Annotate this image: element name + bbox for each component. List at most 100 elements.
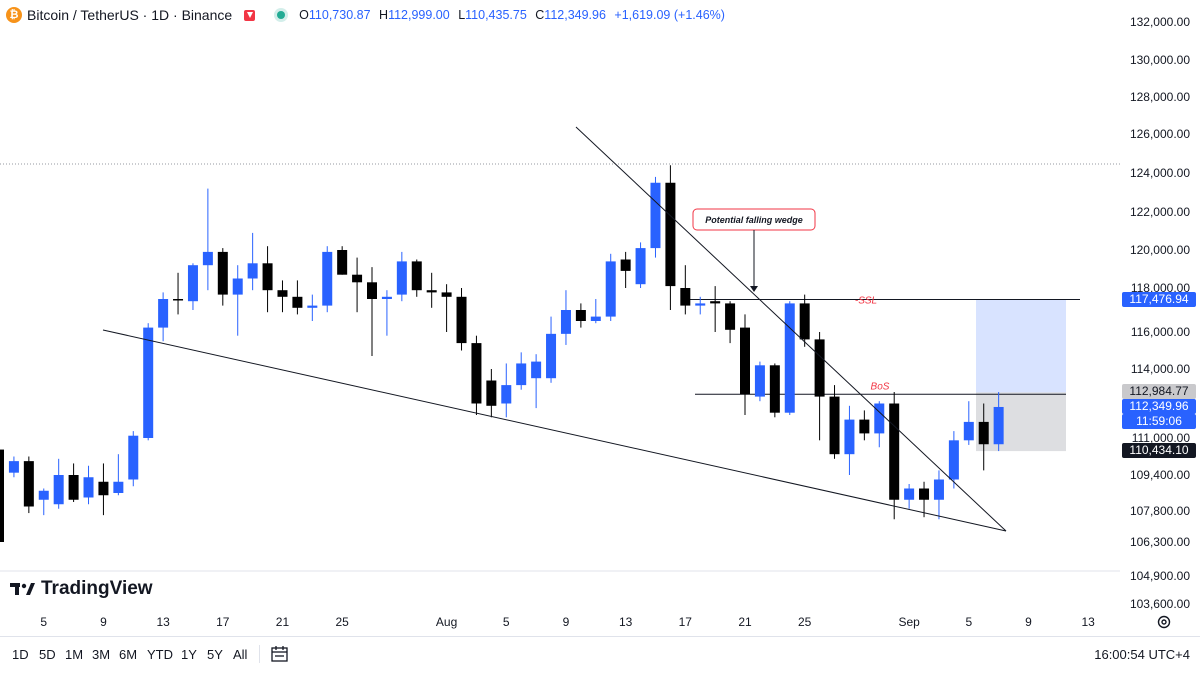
x-tick-label: 9 [1025,615,1032,629]
candle-body [859,419,870,434]
x-tick-label: 21 [276,615,290,629]
price-tag: 11:59:06 [1122,414,1196,430]
close-label: C [535,8,545,22]
candle-body [247,263,258,279]
tradingview-logo-icon [10,583,35,595]
candle-body [381,296,392,299]
candle-body [560,310,571,334]
candle-body [128,435,139,480]
date-range-icon[interactable] [270,645,290,663]
timeframe-5d[interactable]: 5D [39,647,56,662]
candle-body [650,182,661,249]
candle-body [98,481,109,496]
high-value: 112,999.00 [388,8,450,22]
flag-icon[interactable] [244,9,256,21]
timeframe-all[interactable]: All [233,647,248,662]
candle-body [292,296,303,308]
candle-body [590,316,601,321]
candle-body [635,248,646,285]
y-tick-label: 120,000.00 [1130,243,1190,257]
candle-body [158,299,169,328]
timeframe-5y[interactable]: 5Y [207,647,223,662]
wedge-upper-line [575,126,1007,532]
symbol-title[interactable]: Bitcoin / TetherUS · 1D · Binance [27,7,233,23]
price-tag: 112,349.96 [1122,399,1196,415]
candle-body [844,419,855,455]
candle-body [680,288,691,306]
x-tick-label: 9 [100,615,107,629]
y-tick-label: 109,400.00 [1130,468,1190,482]
candle-body [740,327,750,395]
x-tick-label: Aug [436,615,457,629]
candle-body [754,365,765,397]
timeframe-ytd[interactable]: YTD [147,647,173,662]
candle-body [829,396,840,455]
price-tag: 117,476.94 [1122,291,1196,307]
candle-body [367,282,377,299]
x-tick-label: 5 [965,615,972,629]
candle-body [516,363,527,386]
candle-body [933,479,944,500]
candle-body [337,250,348,275]
open-value: 110,730.87 [308,8,371,22]
open-label: O [299,8,309,22]
y-tick-label: 126,000.00 [1130,127,1190,141]
y-tick-label: 104,900.00 [1130,569,1190,583]
wedge-lower-line [102,329,1007,532]
candle-body [784,303,795,413]
x-tick-label: 13 [619,615,633,629]
candle-body [411,261,422,291]
candle-body [665,182,676,287]
target-zone [976,299,1066,393]
x-tick-label: 25 [798,615,812,629]
candle-body [0,449,4,542]
candle-body [695,303,706,306]
x-tick-label: 13 [156,615,170,629]
ohlc-values: O110,730.87 H112,999.00 L110,435.75 C112… [299,8,730,22]
y-tick-label: 111,000.00 [1132,431,1191,445]
candle-body [710,301,721,304]
x-tick-label: 21 [738,615,752,629]
candle-body [396,261,407,295]
timeframe-1d[interactable]: 1D [12,647,29,662]
clock[interactable]: 16:00:54 UTC+4 [1094,647,1190,662]
timeframe-1m[interactable]: 1M [65,647,84,662]
brand-name: TradingView [41,578,153,599]
x-tick-label: 5 [40,615,47,629]
candle-body [993,406,1004,445]
chart-canvas[interactable]: 132,000.00 130,000.00 128,000.00 126,000.00… [0,0,1200,636]
settings-gear-icon[interactable] [1156,614,1172,630]
y-tick-label: 130,000.00 [1130,53,1190,67]
high-label: H [379,8,389,22]
candle-body [471,343,482,404]
x-tick-label: 9 [563,615,570,629]
candle-body [277,290,288,297]
y-tick-label: 128,000.00 [1130,90,1190,104]
candle-body [501,385,512,404]
candle-body [307,305,318,308]
timeframe-6m[interactable]: 6M [119,647,138,662]
x-tick-label: 13 [1081,615,1095,629]
y-tick-label: 132,000.00 [1130,15,1190,29]
candle-body [322,251,333,306]
candle-body [53,475,64,505]
candle-body [23,461,34,507]
candle-body [352,274,363,283]
timeframe-1y[interactable]: 1Y [181,647,197,662]
candle-body [814,339,825,397]
timeframe-3m[interactable]: 3M [92,647,111,662]
candle-body [143,327,154,438]
candle-body [948,440,959,480]
tradingview-logo: TradingView [10,578,153,600]
x-tick-label: 5 [503,615,510,629]
candle-body [919,488,930,500]
candle-body [486,380,497,406]
market-status-icon [277,11,286,19]
candle-body [769,365,780,413]
ssl-label: -SSL [855,296,877,307]
y-tick-label: 107,800.00 [1130,504,1190,518]
candle-body [531,361,542,379]
candle-body [874,403,885,434]
x-tick-label: 25 [335,615,349,629]
candle-body [441,292,452,297]
